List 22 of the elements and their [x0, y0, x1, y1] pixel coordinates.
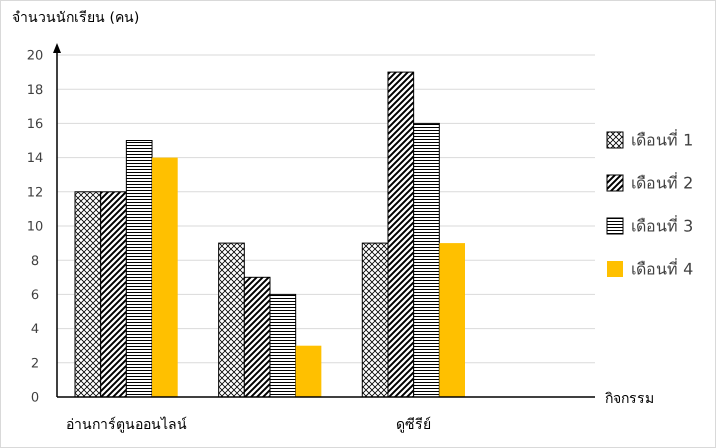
y-tick-label: 16 [26, 116, 44, 132]
y-tick-label: 18 [26, 82, 44, 98]
legend-label: เดือนที่ 3 [631, 214, 694, 236]
x-axis-title: กิจกรรม [605, 391, 654, 407]
x-tick-label: ดูซีรีย์ [396, 416, 432, 433]
legend-label: เดือนที่ 1 [631, 128, 694, 150]
y-tick-label: 8 [30, 254, 40, 269]
bar [152, 158, 178, 397]
x-tick-label: อ่านการ์ตูนออนไลน์ [66, 416, 187, 433]
y-axis-title: จำนวนนักเรียน (คน) [12, 10, 140, 26]
y-tick-label: 2 [30, 356, 40, 372]
legend-label: เดือนที่ 2 [631, 172, 694, 193]
y-tick-label: 10 [26, 220, 44, 235]
y-tick-label: 14 [26, 151, 44, 166]
bar [439, 243, 465, 397]
y-tick-label: 6 [30, 288, 40, 303]
y-tick-label: 20 [26, 48, 44, 64]
legend-label: เดือนที่ 4 [631, 258, 694, 279]
y-tick-label: 4 [30, 322, 40, 338]
bar [296, 346, 322, 397]
y-tick-label: 0 [30, 390, 40, 406]
y-tick-label: 12 [26, 185, 44, 200]
